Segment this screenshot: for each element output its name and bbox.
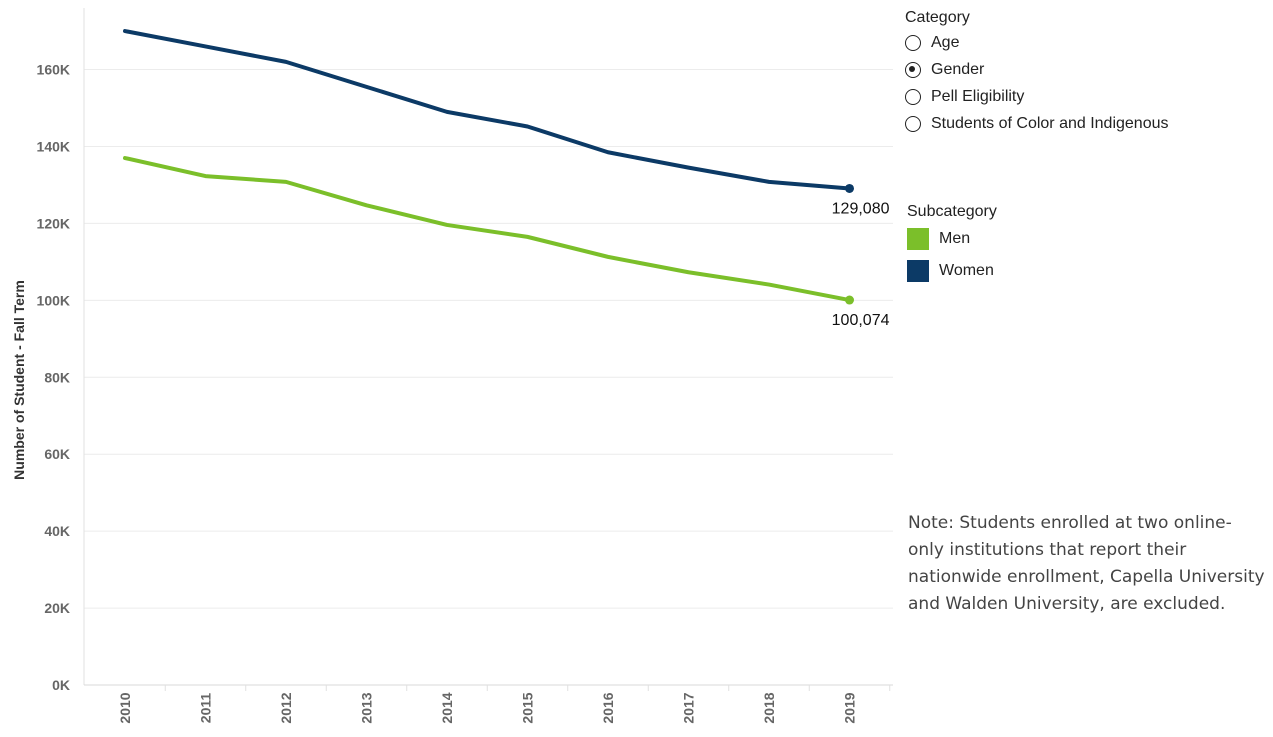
x-tick-label: 2018 bbox=[761, 692, 777, 723]
data-label-women: 129,080 bbox=[832, 200, 890, 217]
x-tick-label: 2012 bbox=[278, 692, 294, 723]
subcategory-title: Subcategory bbox=[907, 203, 997, 220]
subcategory-legend: Subcategory Men Women bbox=[907, 203, 997, 287]
x-tick-label: 2010 bbox=[117, 692, 133, 723]
x-tick-label: 2017 bbox=[681, 692, 697, 723]
grid-lines bbox=[83, 8, 893, 686]
radio-unchecked-icon[interactable] bbox=[905, 115, 921, 132]
x-tick-label: 2014 bbox=[439, 692, 455, 723]
end-point-women[interactable] bbox=[845, 183, 854, 193]
category-option-label: Gender bbox=[931, 60, 985, 78]
data-label-men: 100,074 bbox=[832, 312, 890, 329]
y-axis-label: Number of Student - Fall Term bbox=[11, 280, 27, 480]
category-option-age[interactable]: Age bbox=[905, 29, 1169, 56]
y-tick-label: 20K bbox=[44, 600, 70, 616]
footnote: Note: Students enrolled at two online-on… bbox=[908, 513, 1265, 614]
x-tick-label: 2016 bbox=[600, 692, 616, 723]
x-tick-label: 2015 bbox=[520, 692, 536, 723]
x-tick-label: 2013 bbox=[359, 692, 375, 723]
category-option-label: Pell Eligibility bbox=[931, 87, 1025, 105]
category-option-gender[interactable]: Gender bbox=[905, 56, 1169, 83]
legend-swatch-icon bbox=[907, 260, 929, 282]
y-tick-label: 100K bbox=[37, 292, 70, 308]
data-labels: 129,080 100,074 bbox=[832, 200, 890, 329]
series-line-women bbox=[123, 29, 852, 191]
category-filter: Category Age Gender Pell Eligibility Studen… bbox=[905, 9, 1169, 137]
y-tick-label: 160K bbox=[37, 62, 70, 78]
legend-item-women[interactable]: Women bbox=[907, 255, 997, 287]
category-option-students-of-color-and-indigenous[interactable]: Students of Color and Indigenous bbox=[905, 110, 1169, 137]
end-point-men[interactable] bbox=[845, 295, 854, 305]
x-tick-label: 2019 bbox=[842, 692, 858, 723]
series-line-men bbox=[123, 156, 852, 303]
y-tick-label: 40K bbox=[44, 523, 70, 539]
category-title: Category bbox=[905, 9, 970, 26]
category-option-label: Students of Color and Indigenous bbox=[931, 114, 1169, 132]
y-tick-label: 80K bbox=[44, 369, 70, 385]
category-options: Age Gender Pell Eligibility Students of Col… bbox=[905, 29, 1169, 137]
legend-label: Men bbox=[939, 230, 971, 247]
legend-items: Men Women bbox=[907, 223, 997, 287]
legend-item-men[interactable]: Men bbox=[907, 223, 997, 255]
radio-unchecked-icon[interactable] bbox=[905, 88, 921, 105]
category-option-pell-eligibility[interactable]: Pell Eligibility bbox=[905, 83, 1169, 110]
legend-label: Women bbox=[939, 262, 994, 279]
legend-swatch-icon bbox=[907, 228, 929, 250]
y-tick-label: 120K bbox=[37, 215, 70, 231]
radio-checked-icon[interactable] bbox=[905, 61, 921, 78]
y-tick-label: 60K bbox=[44, 446, 70, 462]
radio-unchecked-icon[interactable] bbox=[905, 34, 921, 51]
x-tick-label: 2011 bbox=[198, 693, 214, 724]
y-tick-labels: 0K 20K 40K 60K 80K 100K 120K 140K 160K bbox=[37, 62, 70, 693]
series-lines bbox=[123, 29, 854, 305]
x-tick-labels: 2010 2011 2012 2013 2014 2015 2016 2017 2018 2019 bbox=[117, 685, 891, 724]
y-tick-label: 0K bbox=[52, 677, 70, 693]
category-option-label: Age bbox=[931, 33, 960, 51]
y-tick-label: 140K bbox=[37, 138, 70, 154]
